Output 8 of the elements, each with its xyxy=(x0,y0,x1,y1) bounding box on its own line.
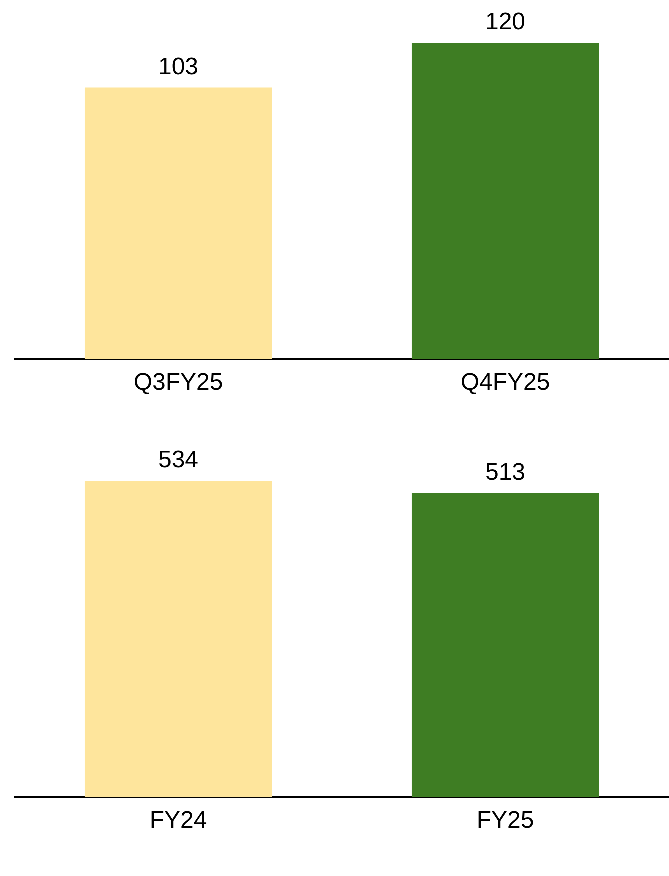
data-label: 534 xyxy=(158,446,199,474)
data-label: 120 xyxy=(485,8,526,36)
data-label: 103 xyxy=(158,53,199,80)
x-tick-label: FY24 xyxy=(150,807,208,834)
x-tick-label: FY25 xyxy=(476,807,534,834)
x-tick-label: Q3FY25 xyxy=(134,369,224,396)
x-tick-label: Q4FY25 xyxy=(460,369,550,396)
data-label: 513 xyxy=(485,459,526,486)
